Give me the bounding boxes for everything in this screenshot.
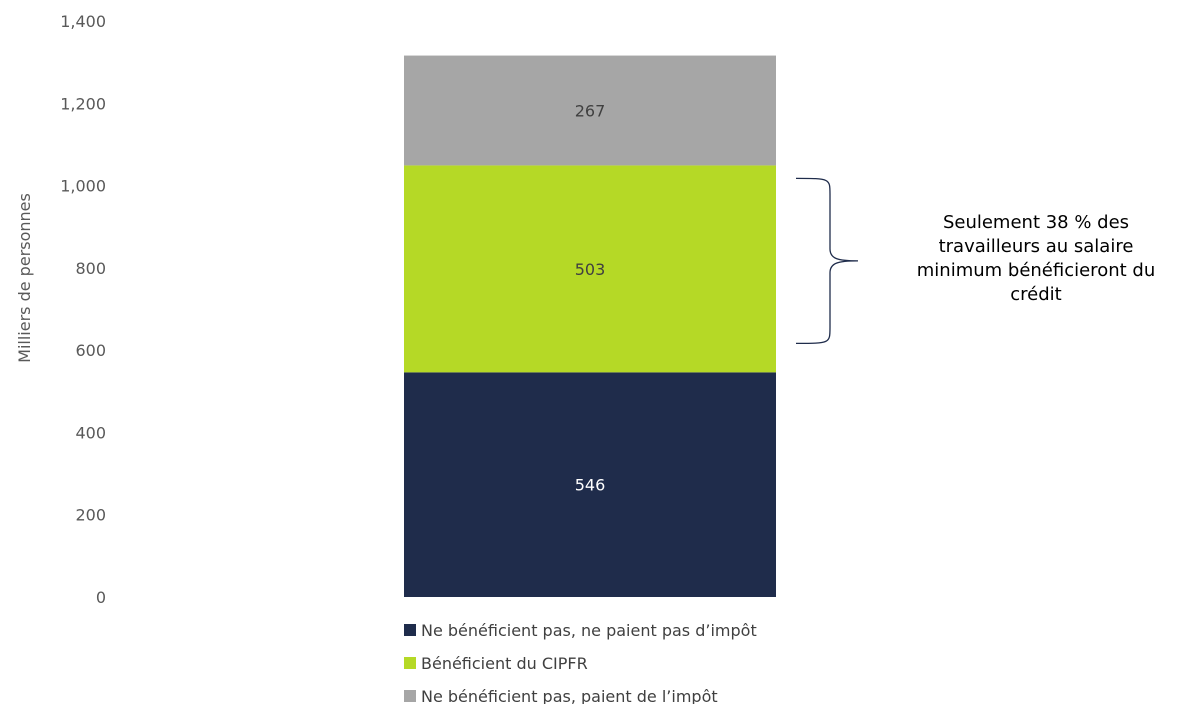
segment-value-labels: 546 503 267 (575, 101, 606, 494)
legend-label: Ne bénéficient pas, paient de l’impôt (421, 687, 718, 704)
legend-label: Bénéficient du CIPFR (421, 654, 588, 673)
bar-segment-0 (404, 372, 776, 597)
y-axis-ticks: 0 200 400 600 800 1,000 1,200 1,400 (60, 12, 106, 607)
data-label-0: 546 (575, 476, 606, 495)
annotation-text: Seulement 38 % des travailleurs au salair… (917, 212, 1155, 305)
legend: Ne bénéficient pas, ne paient pas d’impô… (404, 621, 757, 704)
data-label-2: 267 (575, 101, 606, 120)
y-tick-label: 200 (75, 506, 106, 525)
legend-label: Ne bénéficient pas, ne paient pas d’impô… (421, 621, 757, 640)
legend-swatch (404, 624, 416, 636)
legend-swatch (404, 690, 416, 702)
y-tick-label: 600 (75, 341, 106, 360)
bar-segment-1 (404, 165, 776, 373)
bar-segments (404, 55, 776, 597)
annotation-line: travailleurs au salaire (939, 236, 1134, 257)
y-tick-label: 0 (96, 588, 106, 607)
annotation-line: crédit (1010, 284, 1061, 305)
data-label-1: 503 (575, 260, 606, 279)
bar-segment-2 (404, 55, 776, 166)
annotation-line: Seulement 38 % des (943, 212, 1129, 233)
y-tick-label: 800 (75, 259, 106, 278)
y-tick-label: 400 (75, 423, 106, 442)
y-tick-label: 1,000 (60, 177, 106, 196)
legend-swatch (404, 657, 416, 669)
y-tick-label: 1,400 (60, 12, 106, 31)
y-axis-label: Milliers de personnes (15, 193, 34, 363)
annotation-bracket (795, 177, 859, 345)
annotation-line: minimum bénéficieront du (917, 260, 1155, 281)
y-tick-label: 1,200 (60, 94, 106, 113)
